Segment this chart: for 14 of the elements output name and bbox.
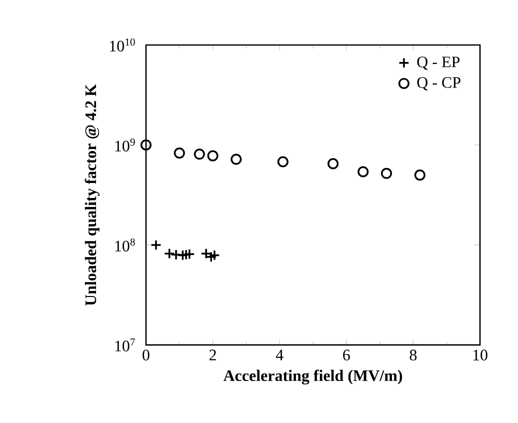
- legend-label: Q - EP: [417, 56, 460, 70]
- legend-label: Q - CP: [417, 77, 460, 90]
- x-tick-label: 8: [410, 350, 417, 360]
- x-tick-label: 6: [343, 350, 350, 360]
- y-tick-label: 10$^{10}$: [110, 38, 135, 52]
- y-tick-label: 10$^{7}$: [115, 338, 135, 352]
- x-axis-title: Accelerating field (MV/m): [223, 370, 402, 384]
- x-tick-label: 0: [142, 350, 150, 360]
- y-axis-title: Unloaded quality factor @ 4.2 K: [84, 84, 100, 306]
- y-tick-label: 10$^{9}$: [115, 138, 135, 152]
- y-tick-label: 10$^{8}$: [115, 238, 135, 252]
- x-tick-label: 2: [210, 350, 216, 360]
- x-tick-label: 10: [473, 350, 488, 360]
- x-tick-label: 4: [276, 350, 284, 360]
